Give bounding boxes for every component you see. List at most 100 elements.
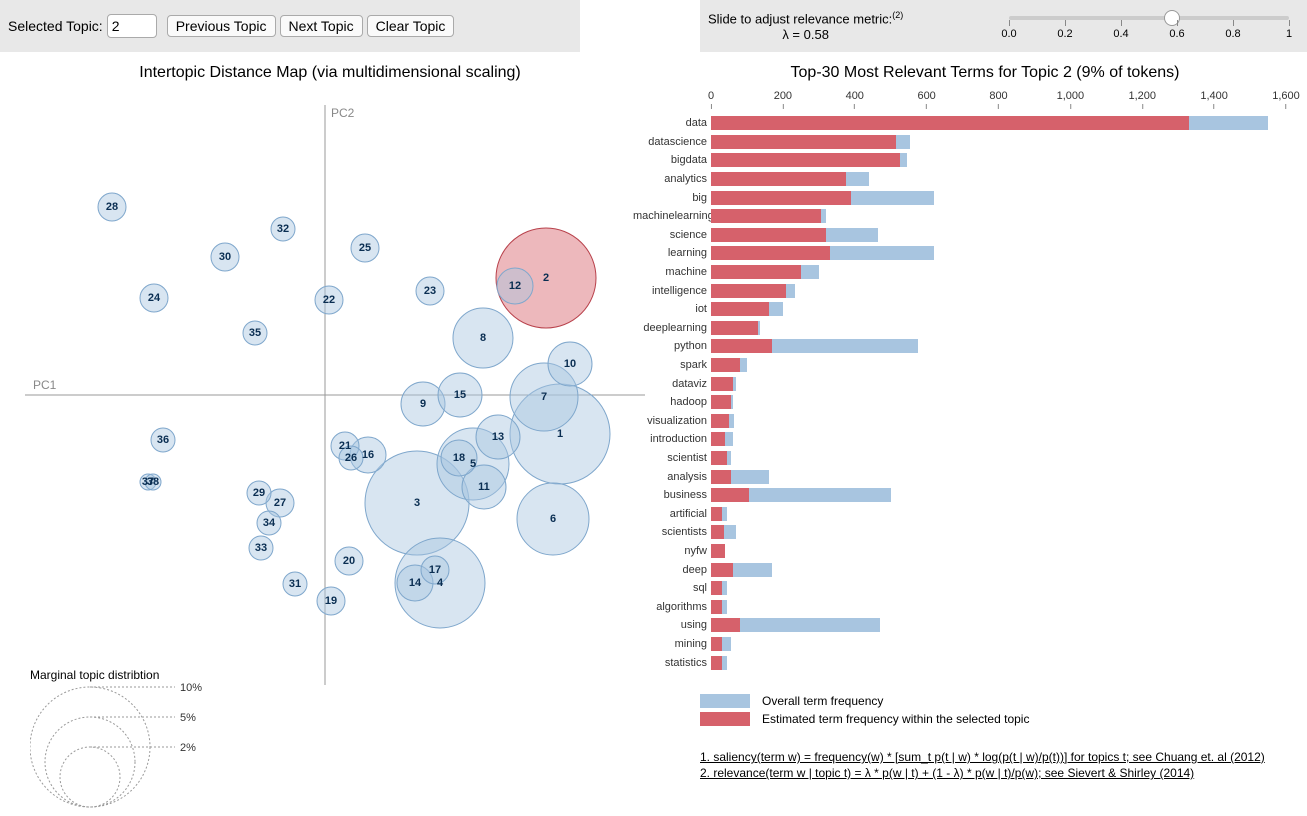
term-row[interactable]: business	[633, 486, 1293, 505]
term-row[interactable]: learning	[633, 244, 1293, 263]
bar-topic	[711, 246, 830, 260]
term-row[interactable]: science	[633, 226, 1293, 245]
term-row[interactable]: scientist	[633, 449, 1293, 468]
bar-topic	[711, 284, 786, 298]
topic-label: 5	[470, 458, 476, 470]
topic-label: 12	[509, 280, 521, 292]
bar-topic	[711, 414, 729, 428]
svg-text:PC2: PC2	[331, 106, 355, 120]
slider-tick: 1	[1281, 20, 1297, 40]
bar-x-tick: 0	[708, 90, 714, 109]
next-topic-button[interactable]: Next Topic	[280, 15, 363, 37]
topic-label: 24	[148, 292, 161, 304]
slider-tick: 0.0	[1001, 20, 1017, 40]
term-row[interactable]: big	[633, 188, 1293, 207]
term-label: deep	[633, 564, 711, 576]
term-label: machine	[633, 266, 711, 278]
bars-wrap: datadatasciencebigdata analytics big machin…	[633, 114, 1293, 672]
term-row[interactable]: iot	[633, 300, 1293, 319]
term-row[interactable]: artificial	[633, 504, 1293, 523]
bar-topic	[711, 209, 821, 223]
term-label: mining	[633, 638, 711, 650]
topic-label: 22	[323, 294, 335, 306]
selected-topic-input[interactable]	[107, 14, 157, 38]
lambda-value: λ = 0.58	[708, 27, 903, 42]
lambda-slider[interactable]: 0.00.20.40.60.81	[999, 8, 1299, 44]
term-row[interactable]: mining	[633, 635, 1293, 654]
bar-topic	[711, 135, 896, 149]
term-label: deeplearning	[633, 322, 711, 334]
term-row[interactable]: analytics	[633, 170, 1293, 189]
topic-label: 29	[253, 487, 265, 499]
term-row[interactable]: machine	[633, 263, 1293, 282]
term-row[interactable]: visualization	[633, 412, 1293, 431]
bar-x-tick: 1,200	[1128, 90, 1156, 109]
term-row[interactable]: datascience	[633, 133, 1293, 152]
term-row[interactable]: nyfw	[633, 542, 1293, 561]
legend-label-topic: Estimated term frequency within the sele…	[762, 712, 1029, 726]
bar-topic	[711, 618, 740, 632]
term-row[interactable]: spark	[633, 356, 1293, 375]
term-label: artificial	[633, 508, 711, 520]
term-label: hadoop	[633, 396, 711, 408]
term-row[interactable]: machinelearning	[633, 207, 1293, 226]
term-row[interactable]: algorithms	[633, 597, 1293, 616]
bar-topic	[711, 563, 733, 577]
term-label: machinelearning	[633, 210, 711, 222]
term-row[interactable]: intelligence	[633, 281, 1293, 300]
topic-label: 32	[277, 223, 289, 235]
topic-label: 38	[147, 476, 159, 488]
marginal-legend: Marginal topic distribtion 2%5%10%	[30, 668, 230, 815]
term-label: using	[633, 619, 711, 631]
term-row[interactable]: statistics	[633, 653, 1293, 672]
term-row[interactable]: using	[633, 616, 1293, 635]
topic-controls: Selected Topic: Previous Topic Next Topi…	[0, 0, 580, 52]
bar-legend: Overall term frequency Estimated term fr…	[700, 694, 1029, 730]
bar-topic	[711, 656, 722, 670]
topic-label: 21	[339, 440, 351, 452]
left-panel-title: Intertopic Distance Map (via multidimens…	[70, 64, 590, 82]
topic-label: 33	[255, 542, 267, 554]
bar-x-tick: 1,600	[1272, 90, 1300, 109]
topic-label: 23	[424, 285, 436, 297]
bar-topic	[711, 451, 727, 465]
topic-label: 18	[453, 452, 465, 464]
bar-topic	[711, 432, 725, 446]
term-row[interactable]: bigdata	[633, 151, 1293, 170]
topic-label: 6	[550, 513, 556, 525]
term-row[interactable]: analysis	[633, 467, 1293, 486]
topic-label: 36	[157, 434, 169, 446]
term-row[interactable]: deep	[633, 560, 1293, 579]
topic-label: 14	[409, 577, 422, 589]
topic-label: 9	[420, 398, 426, 410]
topic-label: 26	[345, 452, 357, 464]
term-label: scientist	[633, 452, 711, 464]
legend-swatch-topic	[700, 712, 750, 726]
term-row[interactable]: introduction	[633, 430, 1293, 449]
bar-topic	[711, 339, 772, 353]
term-row[interactable]: data	[633, 114, 1293, 133]
topic-label: 10	[564, 358, 576, 370]
topic-label: 16	[362, 449, 374, 461]
term-label: scientists	[633, 526, 711, 538]
svg-text:5%: 5%	[180, 712, 196, 724]
topic-label: 15	[454, 389, 466, 401]
slider-tick: 0.6	[1169, 20, 1185, 40]
term-label: analysis	[633, 471, 711, 483]
term-row[interactable]: deeplearning	[633, 319, 1293, 338]
term-row[interactable]: dataviz	[633, 374, 1293, 393]
term-label: algorithms	[633, 601, 711, 613]
legend-swatch-overall	[700, 694, 750, 708]
term-row[interactable]: python	[633, 337, 1293, 356]
topic-label: 13	[492, 431, 504, 443]
prev-topic-button[interactable]: Previous Topic	[167, 15, 276, 37]
term-row[interactable]: sql	[633, 579, 1293, 598]
term-row[interactable]: hadoop	[633, 393, 1293, 412]
term-label: visualization	[633, 415, 711, 427]
term-label: nyfw	[633, 545, 711, 557]
term-label: analytics	[633, 173, 711, 185]
topic-label: 25	[359, 242, 371, 254]
clear-topic-button[interactable]: Clear Topic	[367, 15, 455, 37]
term-row[interactable]: scientists	[633, 523, 1293, 542]
footnotes: 1. saliency(term w) = frequency(w) * [su…	[700, 750, 1265, 782]
